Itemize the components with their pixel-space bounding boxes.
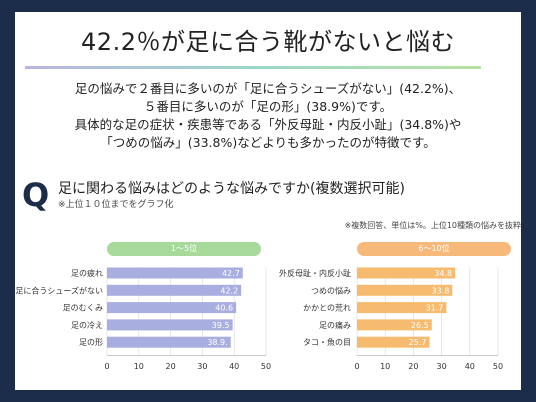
left-value-label: 38.9.	[207, 338, 227, 347]
right-tick-label: 0	[354, 362, 359, 371]
summary-line: ５番目に多いのが「足の形」(38.9%)です。	[143, 99, 393, 114]
right-category-label: 足の痛み	[319, 320, 351, 330]
right-bar	[357, 319, 432, 331]
infographic-card	[15, 12, 521, 390]
right-tick-label: 50	[493, 362, 503, 371]
method-note: ※複数回答、単位は%。上位10種類の悩みを抜粋	[344, 221, 521, 230]
right-category-label: タコ・魚の目	[303, 337, 351, 347]
left-category-label: 足の冷え	[71, 320, 103, 330]
right-category-label: かかとの荒れ	[303, 303, 351, 313]
right-bar	[357, 267, 456, 279]
left-category-label: 足のむくみ	[63, 304, 103, 313]
right-value-label: 26.5	[411, 321, 429, 330]
rank-1-5-label: 1～5位	[107, 242, 261, 256]
left-category-label: 足の形	[79, 338, 103, 347]
right-value-label: 33.8	[432, 286, 450, 295]
left-category-label: 足に合うシューズがない	[15, 285, 103, 295]
left-bar	[107, 319, 233, 331]
left-tick-label: 50	[261, 362, 271, 371]
left-value-label: 42.2	[220, 286, 238, 295]
right-tick-label: 30	[437, 362, 447, 371]
rank-6-10-label: 6～10位	[357, 242, 511, 256]
right-value-label: 34.8	[434, 269, 452, 278]
summary-text: 足の悩みで２番目に多いのが「足に合うシューズがない」(42.2%)、 ５番目に多…	[0, 80, 536, 152]
right-category-label: 外反母趾・内反小趾	[279, 268, 351, 278]
right-tick-label: 20	[408, 362, 418, 371]
left-tick-label: 40	[229, 362, 239, 371]
left-bar	[107, 284, 242, 296]
left-tick-label: 20	[166, 362, 176, 371]
right-value-label: 31.7	[426, 304, 444, 313]
left-tick-label: 10	[134, 362, 144, 371]
right-bar	[357, 302, 447, 314]
left-tick-label: 0	[104, 362, 109, 371]
right-value-label: 25.7	[409, 338, 427, 347]
question-marker: Q	[22, 176, 50, 214]
summary-line: 「つめの悩み」(33.8%)などよりも多かったのが特徴です。	[100, 135, 436, 150]
right-category-label: つめの悩み	[311, 285, 351, 295]
left-tick-label: 30	[197, 362, 207, 371]
question-note: ※上位１０位までをグラフ化	[58, 200, 174, 210]
question-text: 足に関わる悩みはどのような悩みですか(複数選択可能)	[58, 181, 405, 197]
left-bar	[107, 336, 231, 348]
left-value-label: 39.5	[212, 321, 230, 330]
left-value-label: 40.6	[215, 304, 233, 313]
left-category-label: 足の疲れ	[71, 268, 103, 278]
page-title: 42.2％が足に合う靴がないと悩む	[81, 28, 455, 56]
summary-line: 足の悩みで２番目に多いのが「足に合うシューズがない」(42.2%)、	[74, 81, 462, 96]
right-bar	[357, 336, 430, 348]
right-tick-label: 10	[380, 362, 390, 371]
title-divider	[25, 66, 481, 69]
summary-line: 具体的な足の症状・疾患等である「外反母趾・内反小趾」(34.8%)や	[74, 117, 462, 132]
right-tick-label: 40	[465, 362, 475, 371]
right-bar	[357, 284, 453, 296]
left-bar	[107, 267, 243, 279]
left-value-label: 42.7	[222, 269, 240, 278]
left-bar	[107, 302, 237, 314]
